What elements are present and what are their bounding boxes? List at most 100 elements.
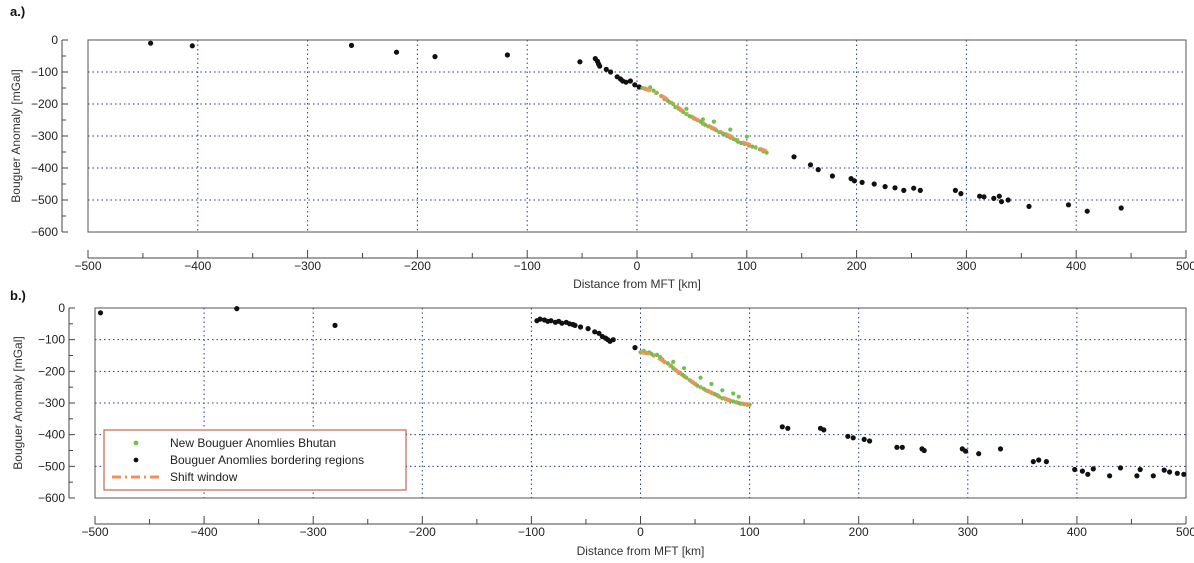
x-tick-label: 300 xyxy=(958,525,978,539)
panel-label: b.) xyxy=(10,288,26,303)
x-tick-label: −300 xyxy=(300,525,327,539)
bordering-point xyxy=(851,178,858,184)
shift-window-line xyxy=(640,350,750,407)
bhutan-point xyxy=(731,391,736,396)
bordering-point xyxy=(97,310,104,316)
bhutan-point xyxy=(709,381,714,387)
bordering-point xyxy=(1117,465,1124,471)
bordering-point xyxy=(608,69,614,75)
x-tick-label: 400 xyxy=(1066,259,1086,273)
bordering-point xyxy=(997,446,1004,452)
x-tick-label: −500 xyxy=(74,259,101,273)
x-tick-label: −400 xyxy=(191,525,218,539)
bordering-point xyxy=(632,345,638,351)
y-tick-label: −200 xyxy=(38,364,65,378)
bordering-point xyxy=(148,40,154,46)
bordering-point xyxy=(1181,471,1187,477)
x-tick-label: 100 xyxy=(740,525,760,539)
bordering-point xyxy=(996,193,1002,199)
bordering-point xyxy=(623,79,629,85)
bordering-point xyxy=(572,322,578,328)
bhutan-point xyxy=(711,119,717,124)
bordering-point xyxy=(1084,208,1090,214)
bordering-point xyxy=(921,447,927,454)
x-tick-label: −300 xyxy=(294,259,321,273)
bordering-point xyxy=(592,329,598,335)
x-tick-label: −500 xyxy=(81,525,108,539)
shift-window-line xyxy=(641,86,768,154)
bhutan-point xyxy=(698,375,703,380)
bordering-point xyxy=(627,78,634,84)
x-tick-label: 300 xyxy=(956,259,976,273)
plot-frame xyxy=(87,39,1187,233)
y-tick-label: −500 xyxy=(38,459,65,473)
series-bordering xyxy=(148,40,1124,214)
bhutan-point xyxy=(720,388,725,393)
x-axis-title: Distance from MFT [km] xyxy=(573,277,701,291)
x-tick-label: 200 xyxy=(847,259,867,273)
x-tick-label: 500 xyxy=(1176,525,1194,539)
panel-b: b.) −500 −400 −300 −200 −100 0 100 200 300 400 500 0… xyxy=(10,288,1194,558)
bordering-point xyxy=(559,320,565,326)
y-tick-label: −100 xyxy=(38,333,65,347)
bordering-point xyxy=(785,425,791,431)
bordering-point xyxy=(859,179,865,185)
bordering-point xyxy=(952,187,959,193)
bordering-point xyxy=(861,436,867,442)
bhutan-point xyxy=(728,127,733,132)
bordering-point xyxy=(977,193,983,199)
bordering-point xyxy=(1085,471,1091,477)
bordering-point xyxy=(779,424,785,430)
bordering-point xyxy=(821,427,827,433)
bordering-point xyxy=(585,326,591,332)
bordering-point xyxy=(1150,473,1156,479)
y-axis-title: Bouguer Anomaly [mGal] xyxy=(9,69,23,202)
bordering-point xyxy=(596,330,602,336)
y-tick-label: 0 xyxy=(51,33,58,47)
bordering-point xyxy=(911,185,917,191)
bordering-point xyxy=(597,63,603,69)
bordering-point xyxy=(1079,468,1085,474)
bordering-point xyxy=(850,435,856,441)
bordering-point xyxy=(998,199,1005,205)
bhutan-point xyxy=(700,117,706,122)
bordering-point xyxy=(963,448,969,454)
x-tick-label: 0 xyxy=(634,259,641,273)
bordering-point xyxy=(976,451,982,457)
bordering-point xyxy=(432,54,438,60)
bordering-point xyxy=(981,194,987,200)
bordering-point xyxy=(1134,473,1140,479)
bhutan-point xyxy=(731,399,736,404)
bordering-point xyxy=(1174,470,1180,476)
bordering-point xyxy=(894,444,900,450)
plot-frame xyxy=(94,307,1187,499)
x-tick-label: −400 xyxy=(184,259,211,273)
bordering-point xyxy=(603,66,609,72)
bhutan-point xyxy=(671,359,676,364)
bhutan-point xyxy=(736,394,741,399)
bordering-point xyxy=(348,42,355,49)
bordering-point xyxy=(1043,459,1049,465)
bordering-point xyxy=(917,187,923,193)
bordering-point xyxy=(958,191,964,197)
series-shift xyxy=(640,350,750,407)
bordering-point xyxy=(882,184,888,190)
bordering-point xyxy=(1036,457,1042,463)
bordering-point xyxy=(815,167,821,173)
bordering-point xyxy=(791,154,797,160)
y-tick-label: −300 xyxy=(38,396,65,410)
bordering-point xyxy=(1072,466,1078,473)
bordering-point xyxy=(1161,467,1167,473)
legend-label: Shift window xyxy=(170,470,238,484)
bordering-point xyxy=(1030,459,1036,465)
bordering-point xyxy=(1026,203,1032,209)
bordering-point xyxy=(504,52,510,58)
bordering-point xyxy=(189,43,195,49)
y-tick-label: −600 xyxy=(38,491,65,505)
legend: New Bouguer Anomlies Bhutan Bouguer Anoml… xyxy=(103,429,407,491)
y-tick-label: −200 xyxy=(31,97,58,111)
bordering-point xyxy=(548,318,554,324)
bordering-point xyxy=(1167,469,1173,475)
bhutan-point xyxy=(651,88,656,93)
